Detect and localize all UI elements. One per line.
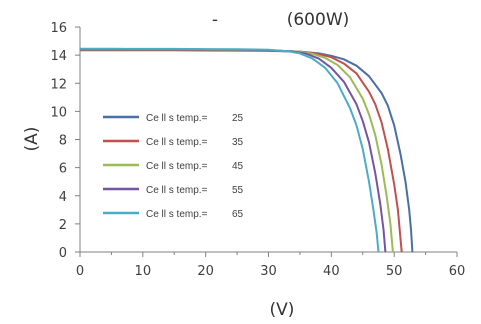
legend-label: Ce ll s temp.= <box>146 161 208 172</box>
x-tick-label: 60 <box>449 264 466 279</box>
chart-title-dash: - <box>212 10 218 30</box>
y-tick-label: 0 <box>59 246 67 261</box>
axes <box>79 27 457 253</box>
legend-value: 45 <box>232 161 244 172</box>
x-axis-label: (V) <box>270 300 295 320</box>
y-tick-label: 12 <box>50 77 67 92</box>
x-tick-label: 30 <box>260 264 277 279</box>
x-tick-label: 20 <box>197 264 214 279</box>
series-lines <box>80 47 414 253</box>
legend-label: Ce ll s temp.= <box>146 185 208 196</box>
legend-value: 25 <box>232 113 244 124</box>
series-line <box>80 47 380 253</box>
y-tick-label: 2 <box>59 218 67 233</box>
series-line <box>80 48 394 253</box>
x-tick-label: 50 <box>386 264 403 279</box>
chart-title: (600W) <box>287 10 350 30</box>
legend-label: Ce ll s temp.= <box>146 209 208 220</box>
series-line <box>80 48 403 253</box>
legend-value: 35 <box>232 137 244 148</box>
y-tick-label: 6 <box>59 162 67 177</box>
y-tick-label: 10 <box>50 105 67 120</box>
legend-value: 65 <box>232 209 244 220</box>
ticks: 0 10 20 30 40 50 60 0 2 4 6 8 10 12 14 16 <box>50 21 465 279</box>
legend-label: Ce ll s temp.= <box>146 113 208 124</box>
legend: Ce ll s temp.= 25 Ce ll s temp.= 35 Ce ll s … <box>103 113 244 220</box>
x-tick-label: 0 <box>76 264 84 279</box>
y-tick-label: 16 <box>50 21 67 36</box>
x-tick-label: 10 <box>135 264 152 279</box>
y-tick-label: 14 <box>50 49 67 64</box>
y-axis-label: (A) <box>22 127 42 152</box>
legend-value: 55 <box>232 185 244 196</box>
series-line <box>80 48 387 253</box>
y-tick-label: 4 <box>59 190 67 205</box>
x-tick-label: 40 <box>323 264 340 279</box>
y-tick-label: 8 <box>59 134 67 149</box>
legend-label: Ce ll s temp.= <box>146 137 208 148</box>
